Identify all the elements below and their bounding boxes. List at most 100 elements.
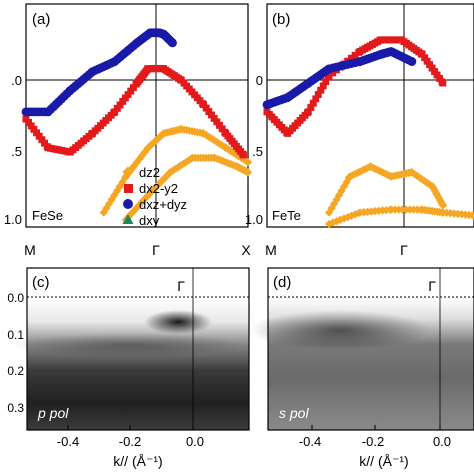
band-point-a-dx2-y2-2-82 <box>202 104 210 112</box>
panel-c-xtick-0: -0.4 <box>57 434 79 449</box>
panel-b-ytick-1: .5 <box>252 144 263 159</box>
band-point-b-dx2-y2-2-68 <box>431 68 439 75</box>
band-point-b-dx2-y2-2-22 <box>314 91 322 99</box>
band-point-b-dx2-y2-2-23 <box>317 86 325 94</box>
legend-item-dx2-y2: dx2-y2 <box>124 181 178 196</box>
panel-d-xlabel: k// (Å⁻¹) <box>359 453 408 469</box>
band-point-a-dxz-dyz-3-81 <box>168 38 177 48</box>
panel-b-xtick-M: M <box>265 242 277 258</box>
band-point-a-dz2-0-63 <box>243 158 253 167</box>
band-point-a-dx2-y2-2-0 <box>22 115 30 123</box>
legend: dz2 dx2-y2 dxz+dyz dxy <box>122 165 187 228</box>
panel-c-xlabel: k// (Å⁻¹) <box>113 453 162 469</box>
panel-c-ytick-3: 0.3 <box>7 401 24 415</box>
band-point-b-dx2-y2-2-18 <box>304 108 312 116</box>
legend-marker-circle <box>123 199 133 209</box>
band-point-a-dz2-1-54 <box>243 168 253 177</box>
legend-item-dxy: dxy <box>122 213 160 228</box>
panel-c: (c) Γ p pol 0.0 0.1 0.2 0.3 -0.4 -0.2 0.… <box>7 267 250 469</box>
band-point-b-dx2-y2-2-69 <box>433 71 441 79</box>
band-point-b-dx2-y2-2-72 <box>439 79 447 87</box>
band-point-a-dx2-y2-2-6 <box>38 136 46 144</box>
band-point-a-dx2-y2-2-7 <box>41 139 49 147</box>
panel-d-frame <box>267 267 474 431</box>
panel-c-band-feature <box>144 310 212 334</box>
band-point-a-dx2-y2-2-88 <box>218 125 226 133</box>
legend-marker-triangle <box>122 214 134 224</box>
panel-a-ytick-2: 1.0 <box>4 212 22 227</box>
band-point-b-dx2-y2-2-21 <box>312 95 320 103</box>
band-point-b-dx2-y2-2-34 <box>351 51 359 59</box>
band-point-a-dx2-y2-2-83 <box>205 108 213 115</box>
band-point-a-dx2-y2-2-42 <box>127 87 135 95</box>
band-point-b-dx2-y2-2-25 <box>322 78 330 86</box>
legend-label-dx2-y2: dx2-y2 <box>139 181 178 196</box>
band-point-b-dx2-y2-2-66 <box>426 61 434 69</box>
panel-c-frame <box>26 267 250 431</box>
band-point-b-dx2-y2-2-24 <box>319 82 327 90</box>
panel-c-ytick-1: 0.1 <box>7 328 24 342</box>
band-point-a-dx2-y2-2-36 <box>111 108 119 116</box>
panel-c-label: (c) <box>32 274 50 291</box>
band-point-b-dx2-y2-2-65 <box>423 57 431 65</box>
panel-b-ytick-0: 0 <box>256 73 263 88</box>
band-point-a-dx2-y2-2-2 <box>27 122 35 130</box>
panel-a-label: (a) <box>32 11 50 28</box>
band-point-a-dx2-y2-2-3 <box>30 125 38 133</box>
panel-b-xtick-gamma: Γ <box>400 242 408 258</box>
band-point-b-dx2-y2-2-33 <box>347 54 355 62</box>
panel-c-ytick-0: 0.0 <box>7 291 24 305</box>
panel-c-band-feature-2 <box>10 333 250 357</box>
band-point-b-dx2-y2-2-28 <box>329 69 337 77</box>
panel-c-gamma-label: Γ <box>177 278 185 294</box>
panel-b: (b) FeTe 0 .5 1.0 M Γ <box>245 3 474 258</box>
band-point-a-dx2-y2-2-39 <box>119 98 127 105</box>
legend-marker-square <box>124 184 133 193</box>
panel-c-xtick-1: -0.2 <box>119 434 141 449</box>
panel-a-xtick-M: M <box>24 242 36 258</box>
panel-a-ytick-0: .0 <box>11 73 22 88</box>
legend-item-dxz-dyz: dxz+dyz <box>123 197 187 212</box>
panel-c-polarization: p pol <box>37 405 69 421</box>
band-point-a-dx2-y2-2-99 <box>240 151 247 159</box>
panel-d-xtick-0: -0.4 <box>299 434 321 449</box>
band-point-b-dxz-dyz-3-63 <box>407 57 417 66</box>
band-point-b-dx2-y2-2-19 <box>307 104 315 111</box>
panel-a-ytick-1: .5 <box>11 144 22 159</box>
band-point-a-dx2-y2-2-43 <box>129 84 137 92</box>
band-point-b-dz2-1-45 <box>469 211 474 220</box>
legend-label-dxy: dxy <box>139 213 160 228</box>
band-point-a-dx2-y2-2-38 <box>116 101 124 109</box>
panel-b-frame <box>266 3 474 228</box>
legend-label-dxz-dyz: dxz+dyz <box>139 197 187 212</box>
panel-d-polarization: s pol <box>279 405 309 421</box>
band-point-a-dx2-y2-2-84 <box>208 111 215 119</box>
band-point-b-dx2-y2-2-63 <box>418 50 426 58</box>
panel-b-bands <box>262 36 474 229</box>
legend-label-dz2: dz2 <box>139 165 160 180</box>
panel-d: (d) Γ s pol -0.4 -0.2 0.0 k// (Å⁻¹) <box>250 267 474 469</box>
panel-a-xtick-X: X <box>241 242 251 258</box>
panel-d-xtick-1: -0.2 <box>362 434 384 449</box>
panel-b-material: FeTe <box>272 208 301 223</box>
band-point-a-dx2-y2-2-85 <box>210 114 218 122</box>
panel-a-material: FeSe <box>32 208 63 223</box>
panel-d-band-feature <box>250 310 430 350</box>
band-point-a-dx2-y2-2-81 <box>200 101 207 109</box>
band-point-a-dx2-y2-2-40 <box>121 94 129 102</box>
panel-d-xtick-2: 0.0 <box>433 434 451 449</box>
band-point-a-dx2-y2-2-41 <box>124 91 132 99</box>
panel-c-intensity-map <box>27 298 249 430</box>
panel-d-gamma-label: Γ <box>428 278 436 294</box>
band-point-a-dx2-y2-2-1 <box>25 119 33 126</box>
panel-c-ytick-2: 0.2 <box>7 364 24 378</box>
panel-c-xtick-2: 0.0 <box>186 434 204 449</box>
panel-d-label: (d) <box>273 274 291 291</box>
band-point-b-dx2-y2-2-20 <box>309 99 317 107</box>
panel-a-xtick-gamma: Γ <box>152 242 160 258</box>
panel-a-bands <box>21 28 253 224</box>
band-point-a-dx2-y2-2-4 <box>33 129 41 137</box>
panel-b-ytick-2: 1.0 <box>245 212 263 227</box>
band-point-b-dx2-y2-2-70 <box>436 74 443 82</box>
